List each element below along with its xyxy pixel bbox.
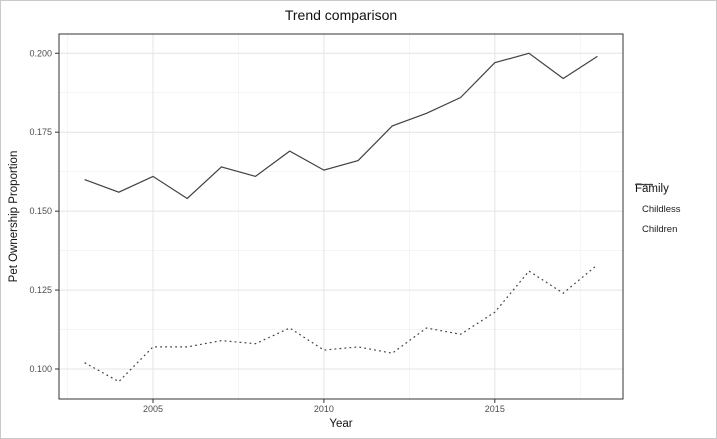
y-tick-label: 0.125	[29, 285, 52, 295]
y-tick-label: 0.200	[29, 48, 52, 58]
chart-title: Trend comparison	[284, 7, 398, 23]
y-tick-label: 0.175	[29, 127, 52, 137]
y-tick-labels: 0.100 0.125 0.150 0.175 0.200	[29, 48, 52, 374]
y-axis-title: Pet Ownership Proportion	[8, 150, 20, 283]
legend-label: Children	[642, 224, 678, 235]
axis-ticks	[55, 52, 496, 403]
y-tick-label: 0.150	[29, 206, 52, 216]
legend-title: Family	[635, 183, 669, 195]
legend-label: Childless	[642, 204, 681, 215]
x-tick-label: 2005	[143, 404, 163, 414]
children-line	[84, 264, 598, 383]
x-tick-label: 2015	[485, 404, 505, 414]
y-tick-label: 0.100	[29, 364, 52, 374]
x-axis-title: Year	[329, 418, 353, 430]
x-tick-labels: 2005 2010 2015	[143, 404, 505, 414]
childless-line	[84, 52, 598, 200]
series-lines	[84, 52, 598, 383]
legend: Family Childless Children	[635, 183, 716, 244]
legend-item-children: Children	[635, 183, 716, 235]
dotted-line-icon	[635, 183, 653, 186]
panel-border	[58, 33, 624, 400]
gridlines	[59, 34, 623, 399]
x-tick-label: 2010	[314, 404, 334, 414]
legend-item-childless: Childless	[635, 183, 716, 215]
